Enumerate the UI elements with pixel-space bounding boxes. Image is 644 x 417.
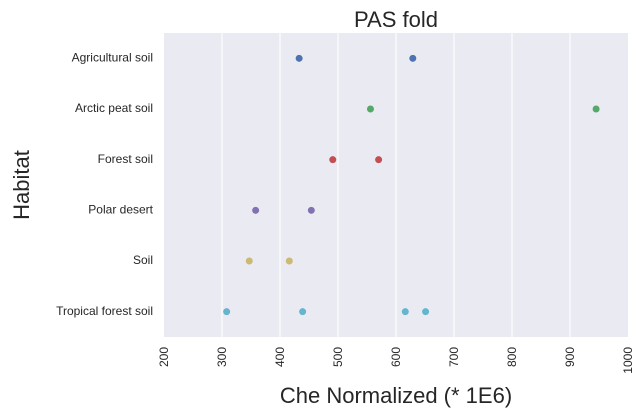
data-point [295, 54, 303, 62]
x-tick-label: 1000 [621, 347, 635, 374]
x-tick-label: 500 [331, 347, 345, 367]
y-category-label: Tropical forest soil [56, 304, 153, 318]
y-category-labels: Agricultural soil Arctic peat soil Forest … [56, 51, 154, 318]
x-tick-label: 600 [389, 347, 403, 367]
x-tick-label: 900 [563, 347, 577, 367]
x-tick-label: 800 [505, 347, 519, 367]
data-point [329, 156, 337, 164]
data-points [223, 54, 600, 316]
data-point [409, 54, 417, 62]
chart-title: PAS fold [354, 7, 438, 32]
x-axis-title: Che Normalized (* 1E6) [280, 383, 512, 408]
data-point [252, 206, 260, 214]
x-tick-label: 200 [157, 347, 171, 367]
x-tick-label: 300 [215, 347, 229, 367]
y-category-label: Agricultural soil [72, 51, 153, 65]
y-category-label: Polar desert [88, 203, 153, 217]
x-tick-labels: 200 300 400 500 600 700 800 900 1000 [157, 347, 635, 374]
y-category-label: Forest soil [98, 152, 153, 166]
data-point [592, 105, 600, 113]
x-tick-label: 400 [273, 347, 287, 367]
data-point [422, 308, 430, 316]
gridlines [221, 33, 571, 337]
data-point [401, 308, 409, 316]
data-point [375, 156, 383, 164]
data-point [245, 257, 253, 265]
y-category-label: Arctic peat soil [75, 101, 153, 115]
data-point [307, 206, 315, 214]
y-category-label: Soil [133, 253, 153, 267]
data-point [299, 308, 307, 316]
x-tick-label: 700 [447, 347, 461, 367]
data-point [223, 308, 231, 316]
data-point [285, 257, 293, 265]
data-point [366, 105, 374, 113]
y-axis-title: Habitat [9, 150, 34, 220]
